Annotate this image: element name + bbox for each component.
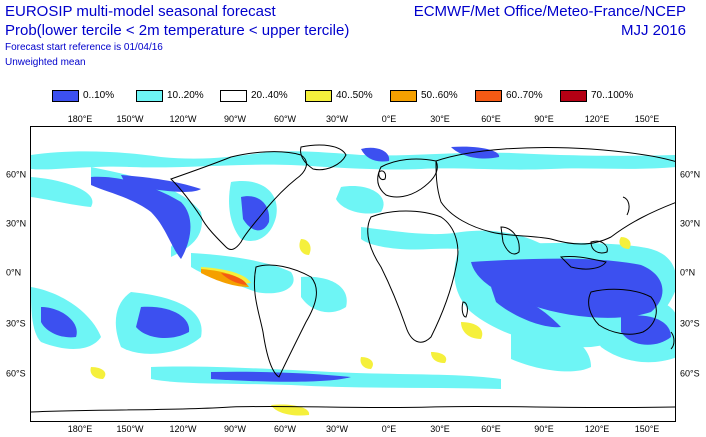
longitude-label: 120°E bbox=[584, 424, 610, 434]
weighting-note: Unweighted mean bbox=[5, 57, 86, 68]
latitude-label: 30°S bbox=[6, 318, 26, 329]
longitude-label: 60°E bbox=[481, 424, 501, 434]
legend-swatch bbox=[52, 90, 79, 102]
legend-swatch bbox=[220, 90, 247, 102]
legend-label: 0..10% bbox=[83, 90, 115, 101]
latitude-label: 0°N bbox=[6, 267, 22, 278]
longitude-label: 60°W bbox=[273, 114, 297, 124]
probability-50-70-regions bbox=[201, 269, 249, 287]
coastlines bbox=[31, 144, 675, 413]
longitude-label: 30°W bbox=[325, 424, 349, 434]
longitude-label: 120°E bbox=[584, 114, 610, 124]
longitude-label: 120°W bbox=[169, 114, 197, 124]
latitude-label: 60°S bbox=[6, 368, 26, 379]
longitude-label: 30°E bbox=[430, 424, 450, 434]
map-title: EUROSIP multi-model seasonal forecast bbox=[5, 3, 276, 20]
longitude-label: 90°W bbox=[223, 114, 247, 124]
longitude-label: 150°E bbox=[634, 114, 660, 124]
longitude-label: 30°E bbox=[430, 114, 450, 124]
legend-label: 10..20% bbox=[167, 90, 204, 101]
longitude-label: 120°W bbox=[169, 424, 197, 434]
longitude-label: 90°E bbox=[534, 424, 554, 434]
longitude-label: 150°W bbox=[116, 114, 144, 124]
legend-label: 40..50% bbox=[336, 90, 373, 101]
longitude-label: 30°W bbox=[325, 114, 349, 124]
legend-swatch bbox=[136, 90, 163, 102]
legend-label: 20..40% bbox=[251, 90, 288, 101]
probability-0-10-regions bbox=[41, 146, 671, 382]
longitude-label: 60°W bbox=[273, 424, 297, 434]
longitude-label: 150°E bbox=[634, 424, 660, 434]
longitude-label: 180°E bbox=[67, 114, 93, 124]
longitude-label: 180°E bbox=[67, 424, 93, 434]
map-canvas bbox=[31, 127, 675, 421]
longitude-label: 90°W bbox=[223, 424, 247, 434]
legend-swatch bbox=[475, 90, 502, 102]
longitude-label: 150°W bbox=[116, 424, 144, 434]
legend-swatch bbox=[390, 90, 417, 102]
legend-label: 60..70% bbox=[506, 90, 543, 101]
longitude-label: 60°E bbox=[481, 114, 501, 124]
data-source: ECMWF/Met Office/Meteo-France/NCEP bbox=[413, 3, 686, 20]
latitude-label: 60°N bbox=[6, 169, 27, 180]
legend-swatch bbox=[560, 90, 587, 102]
latitude-label: 0°N bbox=[680, 267, 696, 278]
latitude-label: 60°N bbox=[680, 169, 701, 180]
latitude-label: 30°N bbox=[680, 218, 701, 229]
latitude-label: 60°S bbox=[680, 368, 700, 379]
probability-40-50-regions bbox=[90, 237, 631, 416]
latitude-label: 30°S bbox=[680, 318, 700, 329]
longitude-label: 0°E bbox=[381, 424, 397, 434]
forecast-map bbox=[30, 126, 676, 422]
forecast-period: MJJ 2016 bbox=[620, 22, 686, 39]
legend-label: 50..60% bbox=[421, 90, 458, 101]
longitude-label: 90°E bbox=[534, 114, 554, 124]
latitude-label: 30°N bbox=[6, 218, 27, 229]
longitude-label: 0°E bbox=[381, 114, 397, 124]
legend-swatch bbox=[305, 90, 332, 102]
map-subtitle: Prob(lower tercile < 2m temperature < up… bbox=[5, 22, 350, 39]
legend-label: 70..100% bbox=[591, 90, 634, 101]
forecast-start-reference: Forecast start reference is 01/04/16 bbox=[5, 42, 163, 53]
